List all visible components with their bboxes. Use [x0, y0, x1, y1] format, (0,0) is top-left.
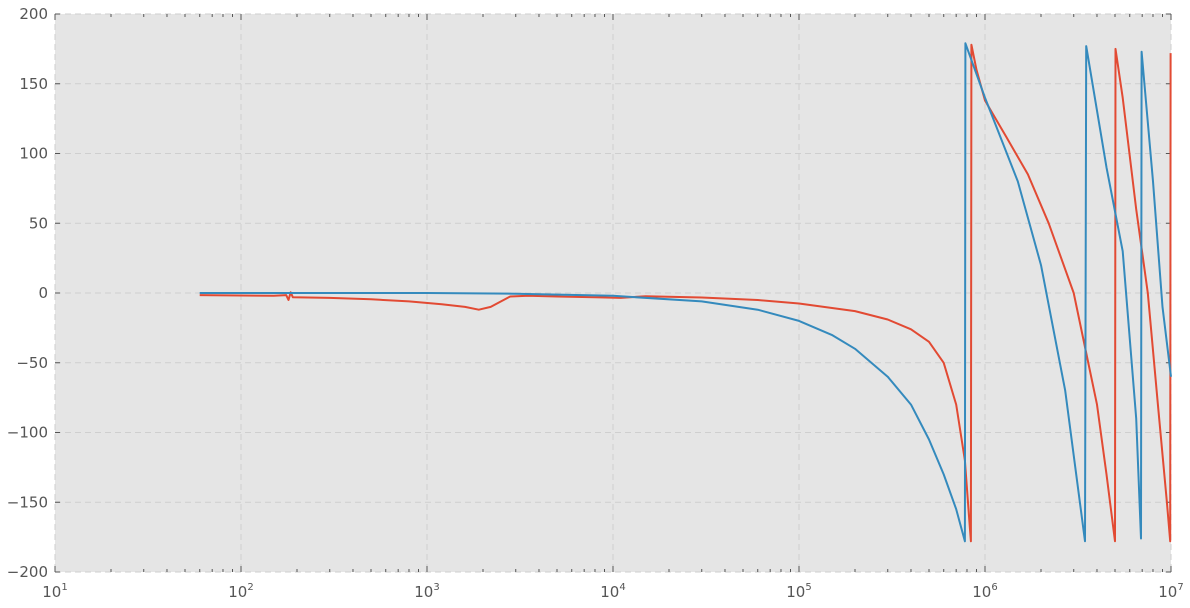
- y-tick-label: −50: [16, 354, 48, 372]
- y-tick-label: 0: [38, 284, 48, 302]
- series-line-1: [199, 43, 1172, 543]
- y-tick-label: 50: [29, 214, 48, 232]
- y-tick-label: 100: [19, 145, 48, 163]
- series-group: [199, 42, 1172, 543]
- series-line-2: [199, 42, 1172, 543]
- x-tick-label: 104: [600, 582, 625, 601]
- x-tick-label: 106: [972, 582, 997, 601]
- x-tick-label: 103: [414, 582, 439, 601]
- axis-ticks: [54, 13, 1172, 573]
- x-tick-label: 101: [42, 582, 67, 601]
- y-tick-label: 150: [19, 75, 48, 93]
- y-tick-label: 200: [19, 5, 48, 23]
- x-tick-label: 102: [228, 582, 253, 601]
- tick-labels: −200 −150 −100 −50 0 50 100 150 200 101 102 103 104 1…: [7, 5, 1184, 601]
- x-tick-label: 107: [1158, 582, 1183, 601]
- y-tick-label: −200: [7, 563, 48, 581]
- y-tick-label: −100: [7, 424, 48, 442]
- x-tick-label: 105: [786, 582, 811, 601]
- y-tick-label: −150: [7, 493, 48, 511]
